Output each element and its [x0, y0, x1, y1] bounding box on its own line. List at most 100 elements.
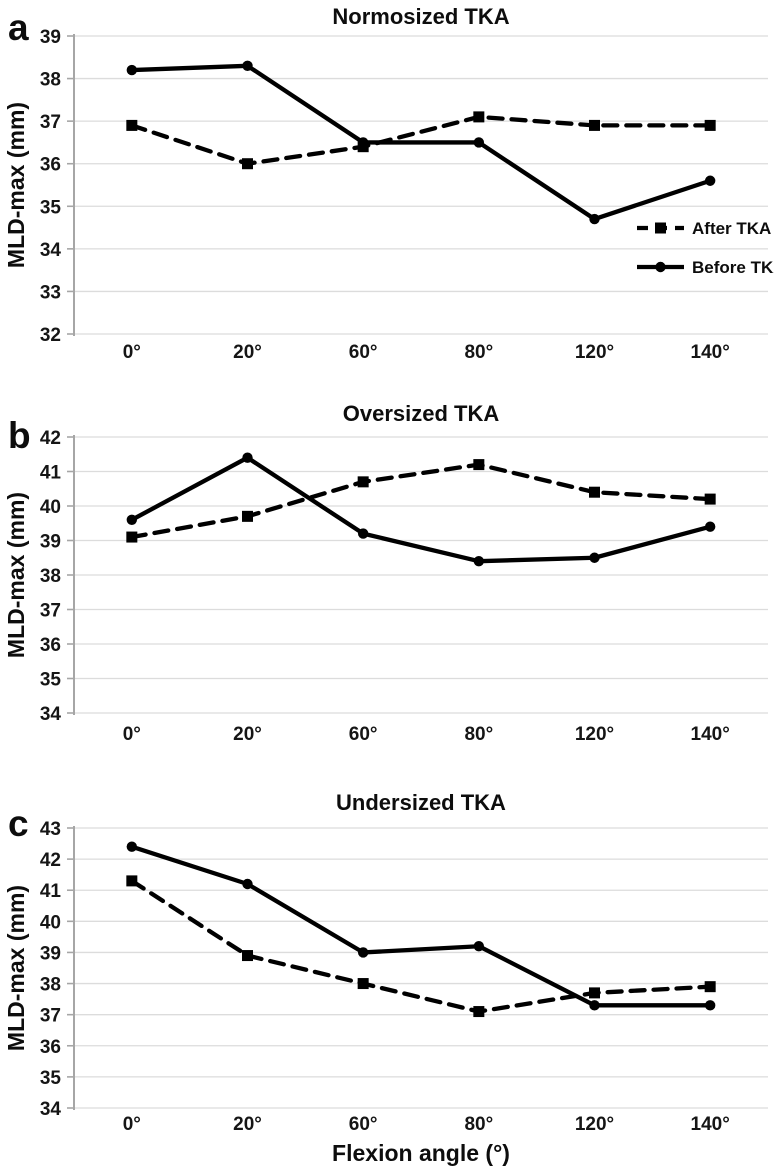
panel-normosized-tka: 32 33 34 35 36 37 38 39 0° 20° 60° 80° 120° 140° Normo…	[0, 0, 774, 390]
series-line-before-tka	[129, 844, 713, 1008]
data-point-circle	[473, 556, 485, 567]
panel-letter: c	[8, 803, 29, 844]
series-line-after-tka	[129, 878, 713, 1014]
y-tick-label: 39	[40, 532, 61, 553]
x-tick-label: 120°	[575, 342, 614, 363]
data-point-square	[357, 476, 369, 488]
data-point-circle	[242, 60, 253, 71]
y-tick-label: 37	[40, 601, 61, 622]
x-tick-label: 80°	[464, 342, 493, 363]
data-point-square	[589, 987, 600, 999]
panel-letter: a	[8, 7, 29, 48]
series-line-before-tka	[129, 63, 713, 222]
x-tick-label: 20°	[233, 1114, 262, 1135]
y-tick-label: 40	[40, 497, 61, 518]
data-point-square	[242, 510, 253, 522]
y-tick-label: 36	[40, 155, 61, 176]
series-line-after-tka	[129, 462, 713, 540]
x-axis-title: Flexion angle (°)	[332, 1140, 510, 1166]
y-tick-label: 39	[40, 27, 61, 48]
y-axis-title: MLD-max (mm)	[3, 492, 29, 658]
chart-oversized-tka: 34 35 36 37 38 39 40 41 42 0° 20° 60° 80° 120° 140° Ove…	[3, 401, 768, 745]
panel-oversized-tka: 34 35 36 37 38 39 40 41 42 0° 20° 60° 80° 120° 140° Ove…	[0, 390, 774, 780]
chart-undersized-tka: 34 35 36 37 38 39 40 41 42 43 0° 20° 60° 80° 120° 140° U…	[3, 790, 768, 1166]
x-tick-label: 60°	[349, 1114, 378, 1135]
x-tick-label: 120°	[575, 724, 614, 745]
y-tick-label: 41	[40, 463, 62, 484]
x-tick-label: 140°	[691, 1114, 730, 1135]
legend-after-square-marker	[655, 222, 666, 234]
y-tick-label: 33	[40, 282, 61, 303]
y-tick-label: 34	[40, 1099, 62, 1120]
y-tick-label: 42	[40, 850, 61, 871]
data-point-square	[589, 119, 600, 131]
y-tick-label: 36	[40, 635, 61, 656]
x-tick-label: 80°	[464, 1114, 493, 1135]
series-line-before-tka	[129, 455, 713, 564]
x-tick-label: 20°	[233, 342, 262, 363]
y-tick-label: 35	[40, 197, 62, 218]
x-tick-label: 80°	[464, 724, 493, 745]
data-point-circle	[126, 64, 138, 76]
y-tick-label: 35	[40, 1068, 62, 1089]
legend-after-label: After TKA	[692, 219, 771, 238]
y-tick-label: 39	[40, 943, 61, 964]
y-tick-label: 36	[40, 1037, 61, 1058]
panel-undersized-tka: 34 35 36 37 38 39 40 41 42 43 0° 20° 60° 80° 120° 140° U…	[0, 780, 774, 1170]
data-point-circle	[704, 1000, 716, 1011]
series-line-after-tka	[129, 114, 713, 166]
data-point-square	[242, 158, 253, 170]
y-tick-label: 35	[40, 670, 62, 691]
data-point-circle	[357, 947, 369, 958]
x-tick-label: 60°	[349, 342, 378, 363]
data-point-square	[126, 531, 138, 543]
data-point-circle	[242, 878, 253, 890]
x-tick-label: 140°	[691, 342, 730, 363]
x-tick-label: 0°	[123, 342, 141, 363]
chart-title: Normosized TKA	[332, 4, 509, 29]
data-point-circle	[242, 452, 253, 463]
y-tick-label: 34	[40, 240, 62, 261]
x-tick-label: 20°	[233, 724, 262, 745]
y-tick-label: 38	[40, 70, 61, 91]
data-point-circle	[589, 552, 600, 563]
x-tick-label: 60°	[349, 724, 378, 745]
data-point-circle	[704, 175, 716, 186]
x-tick-label: 120°	[575, 1114, 614, 1135]
data-point-square	[473, 459, 485, 471]
data-point-circle	[126, 514, 138, 525]
data-point-square	[357, 978, 369, 990]
chart-title: Undersized TKA	[336, 790, 506, 815]
data-point-circle	[589, 213, 600, 225]
data-point-circle	[473, 137, 485, 148]
chart-title: Oversized TKA	[343, 401, 500, 426]
x-tick-label: 140°	[691, 724, 730, 745]
data-point-circle	[126, 841, 138, 852]
y-tick-label: 41	[40, 881, 62, 902]
data-point-circle	[589, 1000, 600, 1011]
chart-normosized-tka: 32 33 34 35 36 37 38 39 0° 20° 60° 80° 120° 140° Normo…	[3, 4, 774, 363]
y-tick-label: 42	[40, 428, 61, 449]
data-point-circle	[473, 941, 485, 952]
data-point-square	[704, 493, 716, 505]
y-tick-label: 37	[40, 1006, 61, 1027]
data-point-circle	[704, 521, 716, 532]
data-point-square	[473, 111, 485, 123]
y-axis-title: MLD-max (mm)	[3, 885, 29, 1051]
data-point-square	[242, 950, 253, 962]
data-point-square	[589, 486, 600, 498]
y-tick-label: 40	[40, 912, 61, 933]
data-point-square	[704, 981, 716, 993]
data-point-square	[126, 119, 138, 131]
legend-before-circle-marker	[655, 261, 666, 273]
data-point-square	[704, 119, 716, 131]
data-point-circle	[357, 528, 369, 539]
y-tick-label: 38	[40, 975, 61, 996]
x-tick-label: 0°	[123, 1114, 141, 1135]
y-tick-label: 37	[40, 112, 61, 133]
panel-letter: b	[8, 415, 31, 456]
data-point-square	[126, 875, 138, 887]
x-tick-label: 0°	[123, 724, 141, 745]
y-axis-title: MLD-max (mm)	[3, 102, 29, 268]
